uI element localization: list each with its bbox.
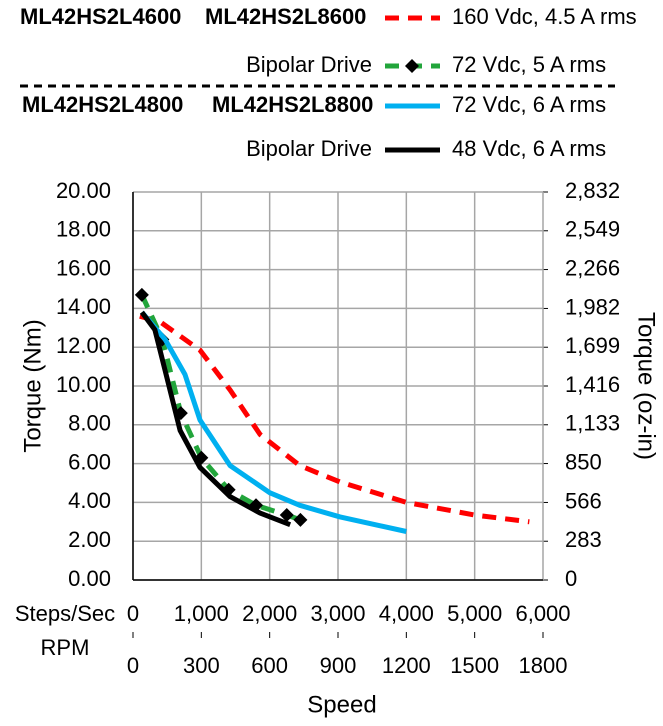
y2-tick-label: 566	[565, 488, 602, 513]
y-tick-label: 4.00	[68, 488, 111, 513]
y-tick-label: 16.00	[56, 255, 111, 280]
series-marker	[293, 512, 308, 527]
y2-tick-label: 2,549	[565, 217, 620, 242]
series-line	[139, 310, 292, 528]
series-line	[139, 310, 407, 534]
x-tick-label: 1,000	[174, 601, 229, 626]
x-tick-label: 2,000	[242, 601, 297, 626]
legend-model: ML42HS2L4600	[20, 4, 181, 29]
x2-tick-label: 300	[183, 653, 220, 678]
x2-tick-label: 900	[320, 653, 357, 678]
y2-tick-label: 0	[565, 566, 577, 591]
x-tick-label: 6,000	[515, 601, 570, 626]
x2-tick-label: 1800	[519, 653, 568, 678]
x2-axis-name: RPM	[41, 635, 90, 660]
legend-model: ML42HS2L8600	[205, 4, 366, 29]
y-tick-label: 6.00	[68, 449, 111, 474]
legend-label: 72 Vdc, 5 A rms	[452, 52, 606, 77]
x-tick-label: 5,000	[447, 601, 502, 626]
legend-label: 72 Vdc, 6 A rms	[452, 92, 606, 117]
y-tick-label: 14.00	[56, 294, 111, 319]
legend-model: ML42HS2L8800	[212, 92, 373, 117]
legend-model: ML42HS2L4800	[22, 92, 183, 117]
x2-tick-label: 600	[251, 653, 288, 678]
x2-tick-label: 1500	[450, 653, 499, 678]
y2-axis-title: Torque (oz-in)	[633, 312, 660, 460]
y-tick-label: 12.00	[56, 333, 111, 358]
y-tick-label: 8.00	[68, 411, 111, 436]
legend-label: 48 Vdc, 6 A rms	[452, 136, 606, 161]
y-tick-label: 18.00	[56, 217, 111, 242]
x2-tick-label: 1200	[382, 653, 431, 678]
y2-tick-label: 2,266	[565, 255, 620, 280]
y2-tick-label: 1,416	[565, 372, 620, 397]
y2-tick-label: 1,982	[565, 294, 620, 319]
y-tick-label: 0.00	[68, 566, 111, 591]
series-line	[139, 313, 530, 525]
x-tick-label: 0	[127, 601, 139, 626]
legend-drive: Bipolar Drive	[246, 52, 372, 77]
y-tick-label: 10.00	[56, 372, 111, 397]
y-tick-label: 2.00	[68, 527, 111, 552]
y-tick-label: 20.00	[56, 178, 111, 203]
y2-tick-label: 1,133	[565, 411, 620, 436]
y2-tick-label: 850	[565, 449, 602, 474]
series-line	[139, 293, 302, 523]
legend-drive: Bipolar Drive	[246, 136, 372, 161]
y2-tick-label: 1,699	[565, 333, 620, 358]
x-axis-name: Steps/Sec	[15, 601, 115, 626]
legend-label: 160 Vdc, 4.5 A rms	[452, 4, 637, 29]
y2-tick-label: 283	[565, 527, 602, 552]
legend-marker	[405, 59, 419, 73]
x-axis-title: Speed	[307, 691, 376, 718]
y2-tick-label: 2,832	[565, 178, 620, 203]
y-axis-title: Torque (Nm)	[19, 319, 46, 452]
x-tick-label: 3,000	[310, 601, 365, 626]
series-marker	[134, 287, 149, 302]
x2-tick-label: 0	[127, 653, 139, 678]
x-tick-label: 4,000	[379, 601, 434, 626]
series-marker	[279, 508, 294, 523]
